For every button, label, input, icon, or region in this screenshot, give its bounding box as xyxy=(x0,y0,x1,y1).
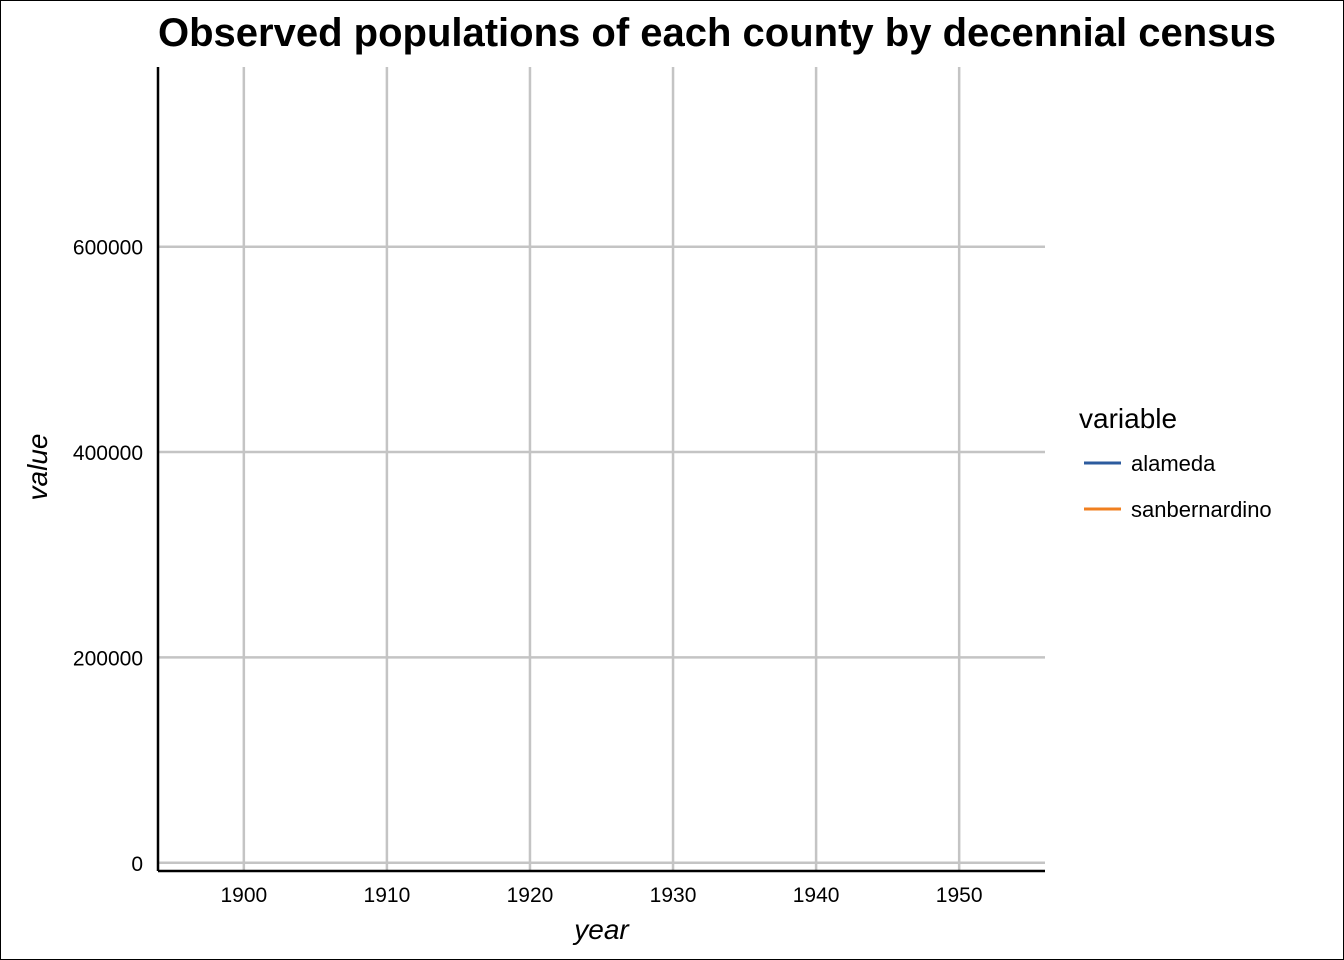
x-tick-label-1940: 1940 xyxy=(793,884,840,907)
x-tick-labels: 1900 1910 1920 1930 1940 1950 xyxy=(220,884,982,907)
x-tick-label-1900: 1900 xyxy=(220,884,267,907)
y-tick-label-200000: 200000 xyxy=(73,647,143,670)
legend-label-sanbernardino: sanbernardino xyxy=(1131,497,1272,522)
x-tick-label-1930: 1930 xyxy=(650,884,697,907)
legend: variable alameda sanbernardino xyxy=(1079,403,1272,522)
y-tick-label-0: 0 xyxy=(131,853,143,876)
y-axis-title: value xyxy=(22,434,53,501)
chart-title: Observed populations of each county by d… xyxy=(158,11,1277,55)
legend-title: variable xyxy=(1079,403,1177,434)
y-tick-labels: 0 200000 400000 600000 xyxy=(73,237,143,876)
legend-label-alameda: alameda xyxy=(1131,451,1216,476)
y-tick-label-400000: 400000 xyxy=(73,442,143,465)
x-tick-label-1950: 1950 xyxy=(936,884,983,907)
x-axis-title: year xyxy=(572,914,630,945)
x-tick-label-1920: 1920 xyxy=(507,884,554,907)
y-tick-label-600000: 600000 xyxy=(73,237,143,260)
grid-lines xyxy=(158,67,1045,871)
x-tick-label-1910: 1910 xyxy=(364,884,411,907)
